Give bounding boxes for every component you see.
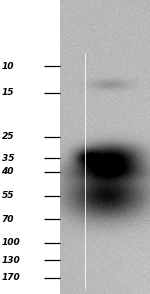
Text: 100: 100 xyxy=(2,238,20,247)
Text: 70: 70 xyxy=(2,215,14,223)
Text: 25: 25 xyxy=(2,132,14,141)
Text: 15: 15 xyxy=(2,88,14,97)
Text: 40: 40 xyxy=(2,168,14,176)
Text: 10: 10 xyxy=(2,62,14,71)
Text: 130: 130 xyxy=(2,256,20,265)
Text: 170: 170 xyxy=(2,273,20,282)
Text: 35: 35 xyxy=(2,154,14,163)
Text: 55: 55 xyxy=(2,191,14,200)
